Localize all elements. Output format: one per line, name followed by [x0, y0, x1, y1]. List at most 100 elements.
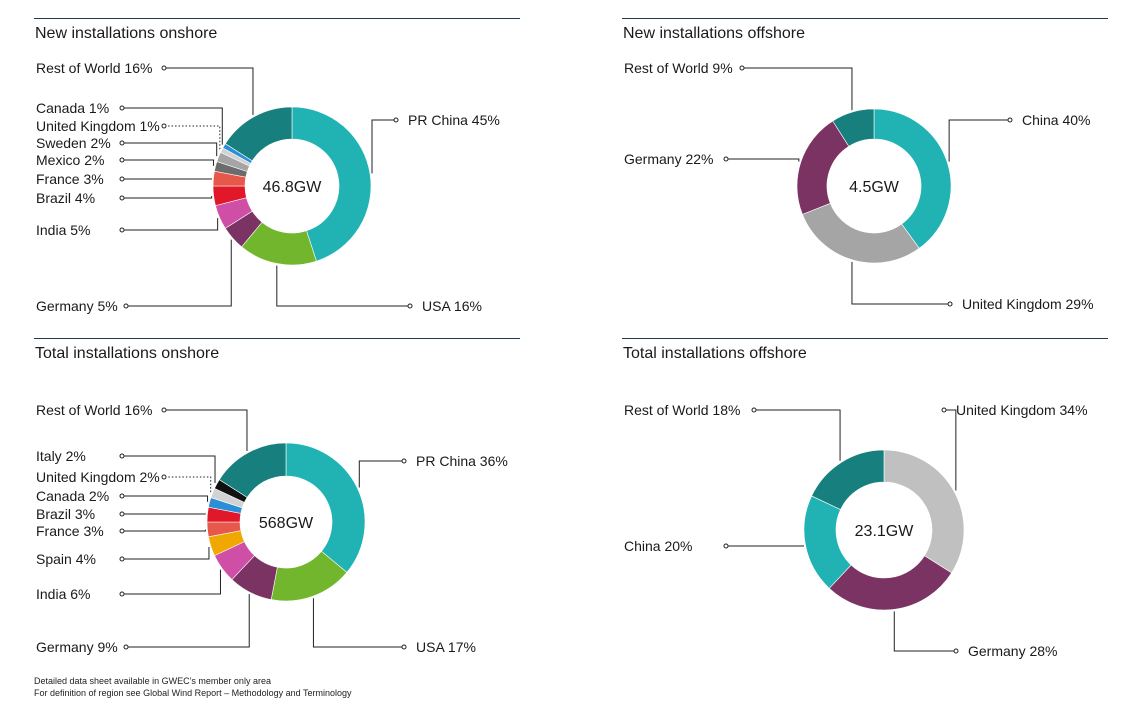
slice-germany: [796, 120, 850, 215]
data-label: Rest of World 18%: [624, 402, 740, 418]
data-label: Brazil 3%: [36, 506, 95, 522]
data-label: Mexico 2%: [36, 152, 104, 168]
leader-dot: [123, 303, 129, 309]
data-label: United Kingdom 1%: [36, 118, 160, 134]
data-label: China 40%: [1022, 112, 1091, 128]
leader-line: [126, 594, 250, 648]
leader-line: [122, 107, 223, 145]
donut-chart: United Kingdom 34% Germany 28% China 20% Re…: [624, 402, 1088, 659]
data-label: USA 16%: [422, 298, 482, 314]
leader-line: [122, 529, 206, 532]
data-label: Germany 9%: [36, 639, 118, 655]
leader-line: [122, 196, 213, 199]
data-label: France 3%: [36, 171, 104, 187]
data-label: India 6%: [36, 586, 90, 602]
leader-line: [944, 409, 957, 491]
panel-rule: [34, 18, 520, 19]
footnote-line: For definition of region see Global Wind…: [34, 688, 352, 698]
leader-dot: [161, 123, 167, 129]
chart-title: Total installations offshore: [623, 345, 807, 362]
data-label: Sweden 2%: [36, 135, 111, 151]
leader-line: [164, 409, 248, 452]
leader-line: [948, 119, 1010, 162]
leader-dot: [401, 644, 407, 650]
leader-dot: [119, 511, 125, 517]
data-label: PR China 45%: [408, 112, 500, 128]
leader-line: [742, 67, 853, 111]
leader-dot: [161, 407, 167, 413]
leader-line: [122, 569, 221, 595]
data-label: Germany 28%: [968, 643, 1057, 659]
data-label: United Kingdom 34%: [956, 402, 1088, 418]
slice-united-kingdom: [883, 449, 965, 574]
donut-chart: China 40% United Kingdom 29% Germany 22% Re…: [624, 60, 1094, 312]
leader-line: [122, 218, 219, 231]
leader-dot: [941, 407, 947, 413]
leader-line: [726, 545, 804, 547]
chart-panel-new-onshore: New installations onshore PR China 45% US…: [34, 18, 520, 336]
data-label: United Kingdom 2%: [36, 469, 160, 485]
leader-line: [126, 239, 232, 307]
data-label: United Kingdom 29%: [962, 296, 1094, 312]
leader-dot: [1007, 117, 1013, 123]
leader-dot: [723, 156, 729, 162]
donut-chart: PR China 36% USA 17% Germany 9% India 6% Spa…: [36, 402, 508, 655]
data-label: Rest of World 16%: [36, 60, 152, 76]
leader-dot: [119, 140, 125, 146]
leader-line: [164, 67, 254, 116]
slice-united-kingdom: [802, 202, 920, 264]
slice-rest-of-world: [811, 449, 885, 510]
panel-rule: [34, 338, 520, 339]
leader-line: [276, 265, 410, 307]
data-label: India 5%: [36, 222, 90, 238]
leader-dot: [407, 303, 413, 309]
leader-dot: [119, 453, 125, 459]
leader-dot: [947, 301, 953, 307]
leader-line: [122, 142, 218, 157]
leader-dot: [161, 474, 167, 480]
data-label: Canada 1%: [36, 100, 109, 116]
data-label: USA 17%: [416, 639, 476, 655]
leader-dot: [119, 157, 125, 163]
data-label: PR China 36%: [416, 453, 508, 469]
footnote: Detailed data sheet available in GWEC’s …: [34, 675, 352, 699]
panel-rule: [622, 338, 1108, 339]
slice-rest-of-world: [218, 442, 287, 498]
data-label: Spain 4%: [36, 551, 96, 567]
leader-dot: [723, 543, 729, 549]
leader-line: [122, 547, 210, 560]
chart-title: New installations offshore: [623, 25, 806, 42]
center-total-label: 4.5GW: [849, 179, 900, 196]
leader-dot: [739, 65, 745, 71]
leader-line: [164, 476, 212, 493]
leader-line: [122, 159, 215, 166]
leader-dot: [119, 176, 125, 182]
data-label: Canada 2%: [36, 488, 109, 504]
leader-line: [122, 495, 209, 502]
leader-dot: [401, 458, 407, 464]
slice-china: [873, 108, 952, 249]
data-label: Rest of World 9%: [624, 60, 733, 76]
leader-dot: [119, 105, 125, 111]
leader-line: [358, 460, 404, 488]
center-total-label: 568GW: [259, 515, 314, 532]
leader-dot: [123, 644, 129, 650]
center-total-label: 23.1GW: [855, 523, 915, 540]
leader-dot: [119, 528, 125, 534]
chart-panel-new-offshore: New installations offshore China 40% Unit…: [622, 18, 1108, 336]
slice-rest-of-world: [832, 108, 875, 147]
center-total-label: 46.8GW: [263, 179, 323, 196]
leader-dot: [119, 195, 125, 201]
chart-panel-total-onshore: Total installations onshore PR China 36%…: [34, 338, 520, 668]
chart-title: New installations onshore: [35, 25, 218, 42]
slice-pr-china: [291, 106, 372, 262]
leader-line: [726, 158, 800, 162]
panel-rule: [622, 18, 1108, 19]
data-label: Germany 5%: [36, 298, 118, 314]
leader-line: [754, 409, 841, 461]
leader-dot: [119, 556, 125, 562]
leader-dot: [119, 227, 125, 233]
data-label: China 20%: [624, 538, 693, 554]
data-label: Brazil 4%: [36, 190, 95, 206]
leader-line: [122, 178, 212, 180]
